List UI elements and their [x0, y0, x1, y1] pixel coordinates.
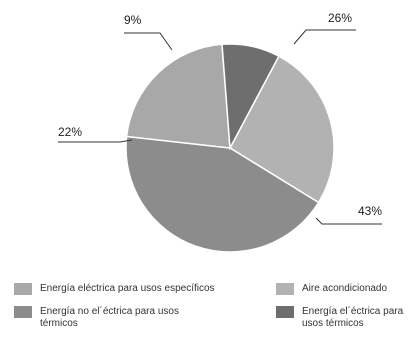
legend-item-aire-acondicionado: Aire acondicionado	[276, 283, 412, 295]
data-label: 43%	[358, 204, 382, 218]
legend-swatch	[14, 283, 32, 295]
legend-swatch	[276, 283, 294, 295]
pie-slice	[125, 135, 320, 253]
pie-slice	[221, 43, 280, 151]
leader-line	[293, 29, 356, 45]
legend-label: Energía el´éctrica para usos térmicos	[302, 306, 404, 329]
legend-label: Energía no el´éctrica para usos térmicos	[40, 306, 179, 329]
pie-slice	[125, 43, 231, 149]
legend-swatch	[276, 306, 294, 318]
legend-label: Energía eléctrica para usos específicos	[40, 283, 215, 294]
pie-chart: 26% 43% 22% 9%	[58, 11, 382, 253]
legend-label: Aire acondicionado	[302, 283, 388, 294]
data-label: 26%	[328, 11, 352, 25]
legend-item-energia-no-electrica-termicos: Energía no el´éctrica para usos térmicos	[14, 306, 194, 330]
leader-line	[315, 217, 382, 225]
data-label: 22%	[58, 125, 82, 139]
leader-line	[58, 139, 133, 143]
pie-slice	[229, 55, 335, 204]
legend-swatch	[14, 306, 32, 318]
data-label: 9%	[124, 13, 142, 27]
leader-line	[124, 32, 173, 51]
legend-item-energia-electrica-termicos: Energía el´éctrica para usos térmicos	[276, 306, 412, 330]
legend-item-energia-electrica-especificos: Energía eléctrica para usos específicos	[14, 283, 254, 295]
